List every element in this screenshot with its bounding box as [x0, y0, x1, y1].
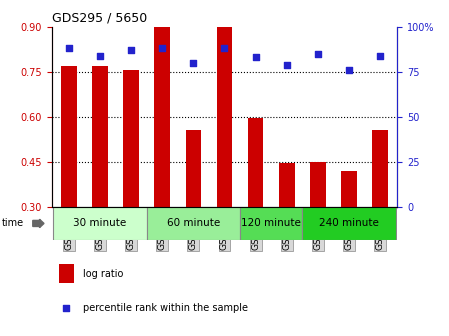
Bar: [58, 264, 74, 283]
Bar: [154, 27, 170, 207]
Bar: [53, 207, 147, 240]
Text: GDS295 / 5650: GDS295 / 5650: [52, 11, 147, 24]
Bar: [147, 207, 240, 240]
Point: [252, 55, 259, 60]
Point: [221, 46, 228, 51]
Bar: [185, 130, 201, 207]
Point: [128, 48, 135, 53]
Point: [97, 53, 104, 58]
Bar: [217, 27, 232, 207]
Bar: [373, 130, 388, 207]
Text: 120 minute: 120 minute: [241, 218, 301, 228]
Bar: [302, 207, 396, 240]
Bar: [310, 162, 326, 207]
Point: [345, 67, 352, 73]
Text: percentile rank within the sample: percentile rank within the sample: [83, 303, 248, 312]
Point: [283, 62, 291, 67]
Point: [314, 51, 321, 56]
Text: 30 minute: 30 minute: [73, 218, 127, 228]
Bar: [92, 66, 108, 207]
Bar: [279, 163, 295, 207]
Text: 240 minute: 240 minute: [319, 218, 379, 228]
Text: 60 minute: 60 minute: [167, 218, 220, 228]
Text: time: time: [2, 218, 24, 228]
Text: log ratio: log ratio: [83, 269, 123, 279]
Point: [158, 46, 166, 51]
Point: [190, 60, 197, 66]
Bar: [240, 207, 302, 240]
Bar: [341, 171, 357, 207]
Bar: [61, 66, 76, 207]
Point: [65, 46, 72, 51]
Point: [62, 305, 70, 310]
Bar: [248, 118, 264, 207]
Point: [377, 53, 384, 58]
Bar: [123, 70, 139, 207]
